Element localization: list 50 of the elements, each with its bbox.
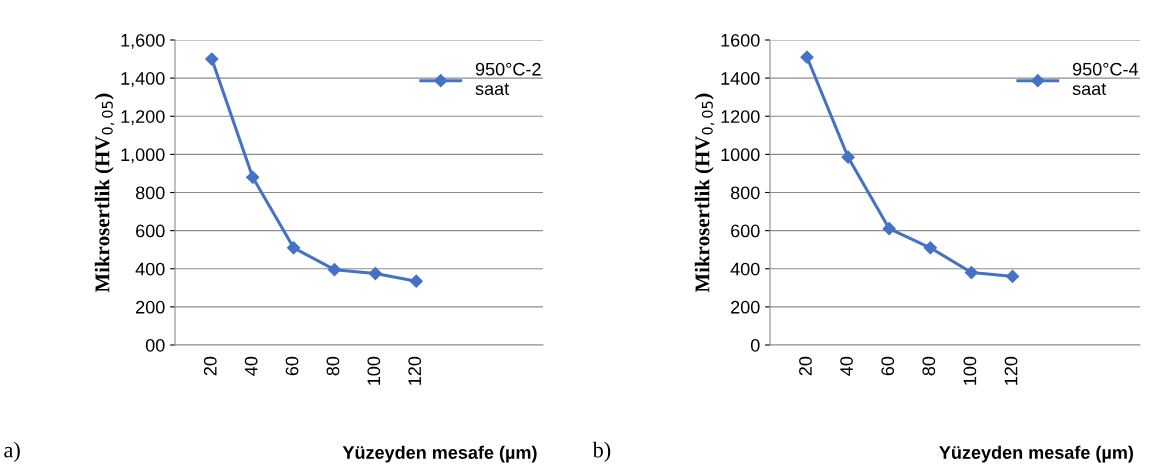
point — [368, 266, 382, 281]
x-tick-label: 100 — [367, 356, 381, 385]
legend-label: 950°C-2 saat — [475, 62, 541, 96]
legend-label: 950°C-4 saat — [1072, 62, 1139, 96]
y-tick-label: 1400 — [721, 72, 760, 85]
x-tick-label: 80 — [326, 356, 340, 376]
y-tick-label: 1,400 — [121, 72, 165, 87]
y-tick-label: 200 — [136, 300, 165, 314]
y-tick-label: 200 — [731, 300, 760, 314]
y-tick-label: 600 — [731, 224, 760, 238]
point — [800, 50, 814, 64]
text: b) — [592, 441, 611, 463]
x-tick-label: 20 — [203, 356, 217, 376]
x-tick-label: 40 — [244, 356, 258, 376]
point — [964, 265, 979, 280]
y-tick-label: 800 — [135, 186, 165, 200]
point — [286, 241, 301, 255]
x-tick-label: 120 — [1004, 356, 1018, 385]
y-tick-label: 1200 — [721, 110, 760, 123]
point — [246, 170, 260, 184]
x-axis-title: Yüzeyden mesafe (µm) — [939, 445, 1134, 463]
x-tick-label: 40 — [840, 356, 853, 376]
point — [327, 263, 342, 277]
text: a) — [4, 441, 20, 463]
x-tick-label: 20 — [799, 356, 812, 376]
x-tick-label: 60 — [285, 356, 299, 376]
y-tick-label: 1,200 — [121, 110, 165, 126]
point — [923, 241, 937, 255]
y-axis-title: Mikrosertlik (HV$_{0,05}$) — [694, 93, 715, 293]
y-tick-label: 0 — [750, 338, 760, 352]
x-tick-label: 100 — [963, 356, 977, 385]
y-tick-label: 1000 — [721, 148, 760, 162]
y-tick-label: 1600 — [721, 33, 760, 47]
point — [205, 52, 219, 66]
x-tick-label: 120 — [408, 356, 422, 385]
x-axis-title: Yüzeyden mesafe (µm) — [342, 445, 537, 463]
x-tick-label: 60 — [881, 356, 895, 376]
point — [409, 274, 423, 288]
y-tick-label: 400 — [730, 262, 760, 276]
y-tick-label: 400 — [135, 262, 165, 276]
y-tick-label: 1,000 — [121, 148, 165, 164]
y-axis-title: Mikrosertlik (HV$_{0,05}$) — [94, 93, 115, 293]
y-tick-label: 00 — [145, 338, 165, 352]
y-tick-label: 800 — [730, 186, 760, 200]
y-tick-label: 1,600 — [121, 33, 165, 49]
point — [841, 150, 855, 164]
x-tick-label: 80 — [922, 356, 936, 376]
point — [882, 222, 896, 236]
y-tick-label: 600 — [136, 224, 165, 238]
point — [1005, 269, 1020, 283]
